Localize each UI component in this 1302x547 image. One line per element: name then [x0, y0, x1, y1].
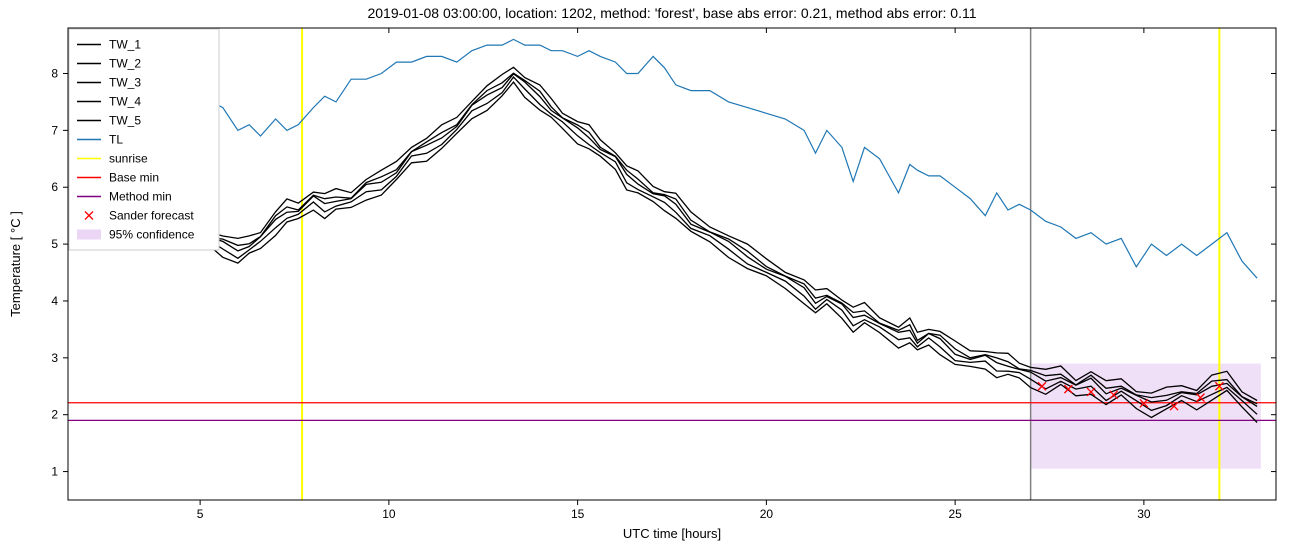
temperature-line-chart: 5 10 15 20 25 30 1 2 3 4 5 6 7 8 UTC time [hours] Tempe…: [0, 0, 1302, 547]
legend-swatch-10: [77, 230, 101, 240]
xtick-30: 30: [1137, 507, 1151, 521]
ytick-6: 6: [51, 180, 58, 194]
xtick-10: 10: [382, 507, 396, 521]
x-axis-label: UTC time [hours]: [623, 526, 721, 541]
legend-label-7: Base min: [109, 171, 159, 185]
legend-label-8: Method min: [109, 190, 172, 204]
legend-label-2: TW_3: [109, 76, 141, 90]
ytick-1: 1: [51, 465, 58, 479]
xtick-15: 15: [571, 507, 585, 521]
xtick-20: 20: [760, 507, 774, 521]
legend-label-1: TW_2: [109, 57, 141, 71]
legend-label-0: TW_1: [109, 38, 141, 52]
ytick-7: 7: [51, 123, 58, 137]
legend-label-4: TW_5: [109, 114, 141, 128]
xtick-5: 5: [197, 507, 204, 521]
y-axis-label: Temperature [ °C ]: [8, 211, 23, 317]
legend-label-10: 95% confidence: [109, 228, 195, 242]
ytick-4: 4: [51, 294, 58, 308]
legend-label-6: sunrise: [109, 152, 148, 166]
ytick-5: 5: [51, 237, 58, 251]
ytick-2: 2: [51, 408, 58, 422]
xtick-25: 25: [948, 507, 962, 521]
legend-label-5: TL: [109, 133, 123, 147]
chart-title: 2019-01-08 03:00:00, location: 1202, met…: [367, 5, 976, 21]
legend-label-9: Sander forecast: [109, 209, 194, 223]
ytick-8: 8: [51, 66, 58, 80]
legend-label-3: TW_4: [109, 95, 141, 109]
ytick-3: 3: [51, 351, 58, 365]
